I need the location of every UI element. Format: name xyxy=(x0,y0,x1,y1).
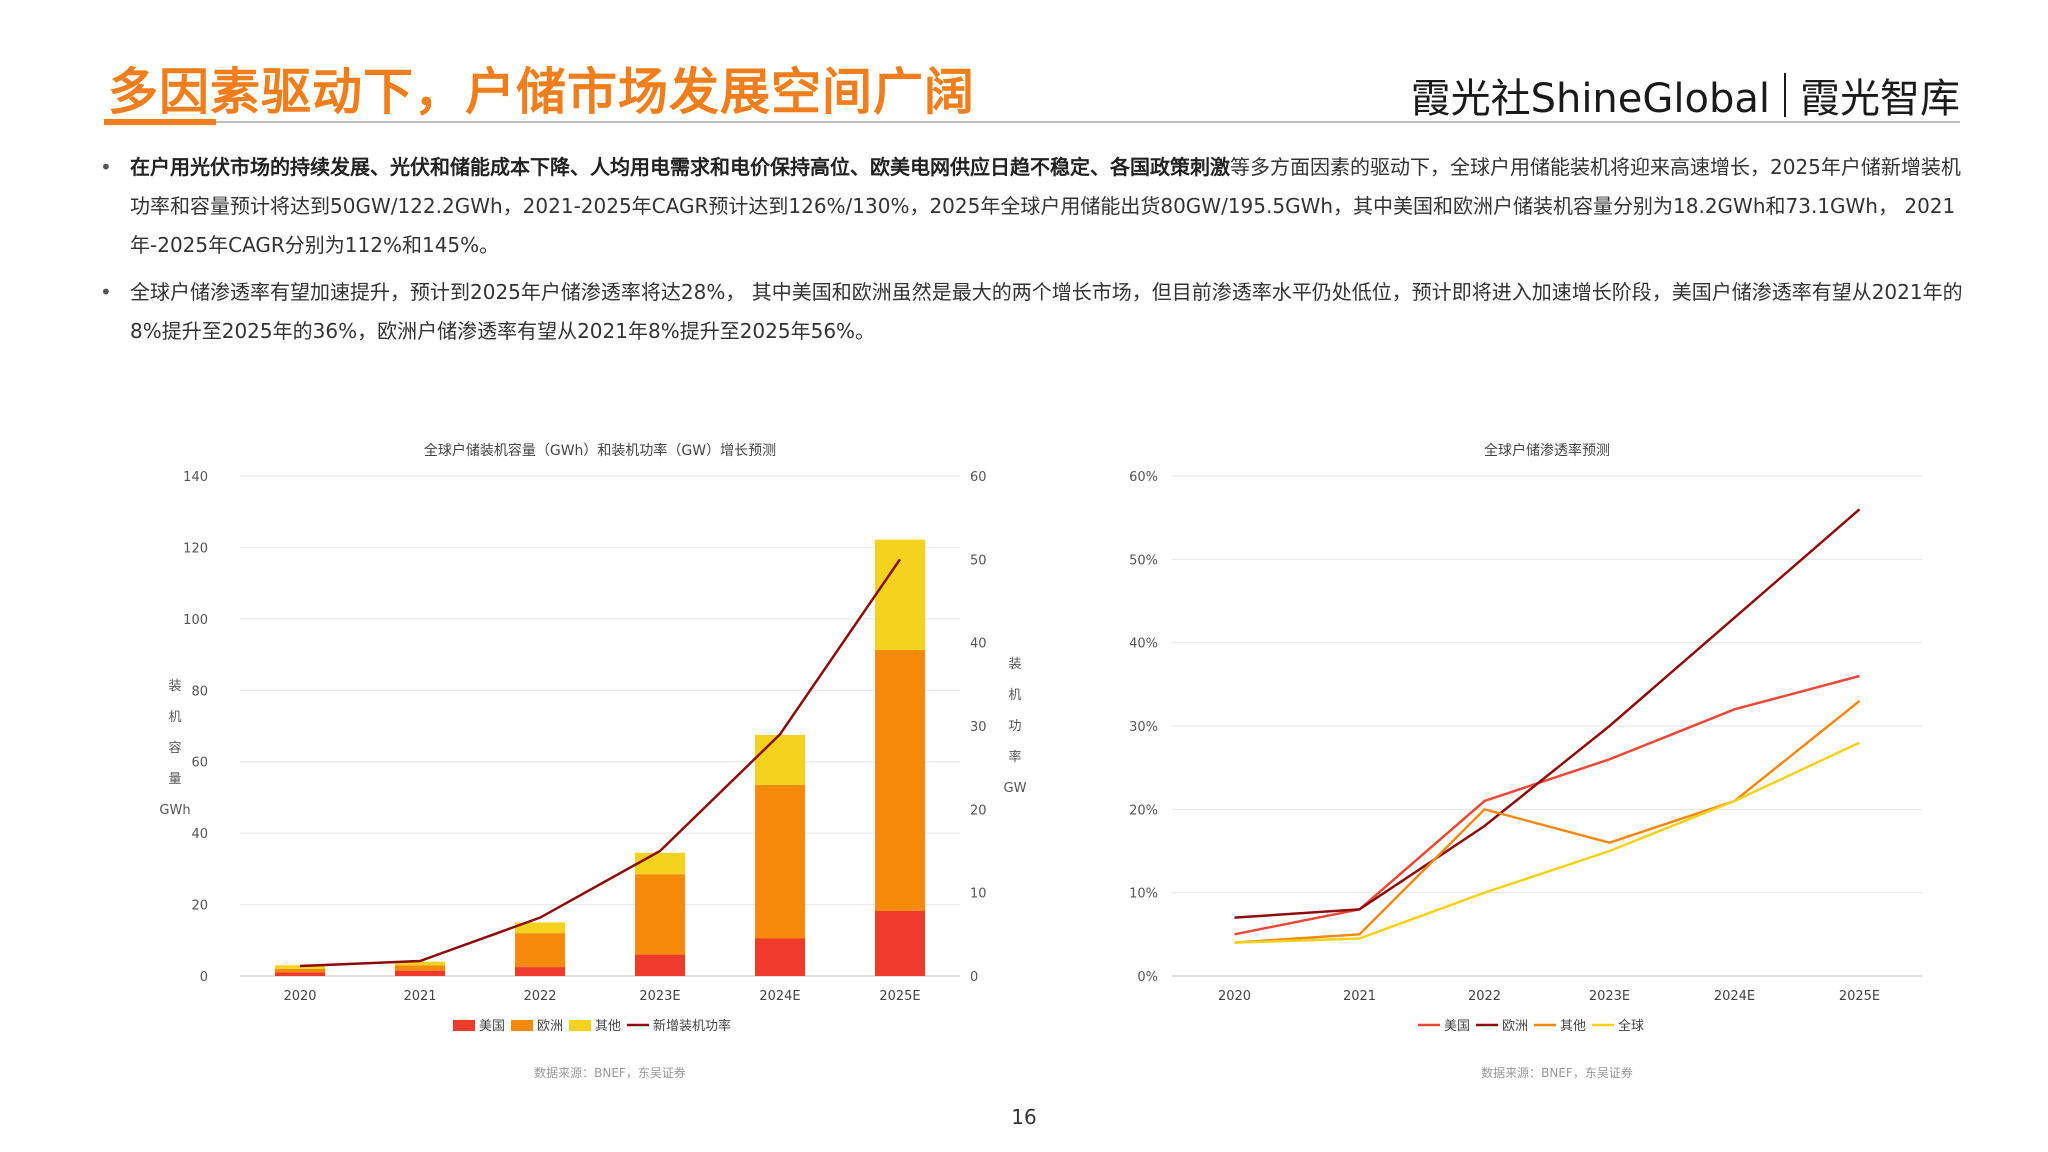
y-tick-label: 0% xyxy=(1137,970,1158,985)
y-tick-label: 20% xyxy=(1129,803,1158,818)
bullet-dot: • xyxy=(100,155,112,179)
series-line xyxy=(1234,674,1860,936)
page-title: 多因素驱动下，户储市场发展空间广阔 xyxy=(108,63,975,121)
x-tick-label: 2022 xyxy=(1468,989,1501,1004)
x-tick-label: 2022 xyxy=(523,989,556,1004)
y2-axis-label-char: 率 xyxy=(1008,749,1021,765)
y2-tick-label: 10 xyxy=(970,887,987,902)
bar-segment xyxy=(875,911,925,976)
chart-title: 全球户储渗透率预测 xyxy=(1484,442,1610,459)
bar-segment xyxy=(635,954,685,976)
bar-segment xyxy=(275,965,325,969)
bar-segment xyxy=(635,874,685,955)
x-tick-label: 2023E xyxy=(1589,989,1630,1004)
y-tick-label: 40% xyxy=(1129,637,1158,652)
source-note: 数据来源：BNEF，东吴证券 xyxy=(534,1065,686,1080)
legend-swatch xyxy=(511,1020,533,1031)
legend-label: 其他 xyxy=(1560,1019,1586,1034)
series-line xyxy=(1234,508,1861,919)
bar-segment xyxy=(755,784,805,939)
y2-tick-label: 30 xyxy=(970,720,987,735)
y-tick-label: 140 xyxy=(183,470,208,485)
y2-tick-label: 60 xyxy=(970,470,987,485)
chart-title: 全球户储装机容量（GWh）和装机功率（GW）增长预测 xyxy=(424,442,776,459)
legend-label: 全球 xyxy=(1618,1018,1644,1034)
x-tick-label: 2024E xyxy=(759,989,800,1004)
y2-tick-label: 40 xyxy=(970,637,987,652)
x-tick-label: 2020 xyxy=(283,989,316,1004)
title-rule xyxy=(104,121,1960,123)
bar-segment xyxy=(755,938,805,976)
bar-segment xyxy=(395,961,445,966)
x-tick-label: 2024E xyxy=(1714,989,1755,1004)
bullet-item: • 在户用光伏市场的持续发展、光伏和储能成本下降、人均用电需求和电价保持高位、欧美… xyxy=(100,148,1980,265)
y2-tick-label: 0 xyxy=(970,970,978,985)
legend-label: 其他 xyxy=(595,1019,621,1034)
brand-shineglobal: 霞光社ShineGlobal xyxy=(1410,76,1770,122)
legend-label: 欧洲 xyxy=(1502,1019,1528,1034)
x-tick-label: 2021 xyxy=(1343,989,1376,1004)
x-tick-label: 2021 xyxy=(403,989,436,1004)
y-axis-label-char: 量 xyxy=(168,772,181,787)
bar-segment xyxy=(395,970,445,976)
page-number: 16 xyxy=(1011,1105,1037,1129)
y2-tick-label: 50 xyxy=(970,553,987,568)
y2-tick-label: 20 xyxy=(970,803,987,818)
y-tick-label: 120 xyxy=(183,541,208,556)
y-tick-label: 30% xyxy=(1129,720,1158,735)
bar-segment xyxy=(515,933,565,968)
bullet-list: • 在户用光伏市场的持续发展、光伏和储能成本下降、人均用电需求和电价保持高位、欧美… xyxy=(100,148,1980,359)
bar-segment xyxy=(515,967,565,976)
y-axis-label-char: GWh xyxy=(159,803,190,818)
power-line xyxy=(299,558,902,968)
brand-think-tank: 霞光智库 xyxy=(1800,76,1960,122)
x-tick-label: 2023E xyxy=(639,989,680,1004)
y-tick-label: 50% xyxy=(1129,553,1158,568)
legend-label: 美国 xyxy=(1444,1019,1470,1034)
source-note: 数据来源：BNEF，东吴证券 xyxy=(1481,1065,1633,1080)
y-tick-label: 10% xyxy=(1129,887,1158,902)
series-line xyxy=(1234,741,1861,944)
brand-logo: 霞光社ShineGlobal 霞光智库 xyxy=(1411,66,1960,124)
bar-segment xyxy=(875,649,925,911)
bar-segment xyxy=(755,734,805,785)
x-tick-label: 2020 xyxy=(1218,989,1251,1004)
bullet-bold-text: 在户用光伏市场的持续发展、光伏和储能成本下降、人均用电需求和电价保持高位、欧美电… xyxy=(130,155,1230,179)
y-tick-label: 0 xyxy=(200,970,208,985)
bar-segment xyxy=(395,965,445,971)
x-tick-label: 2025E xyxy=(1839,989,1880,1004)
y-axis-label-char: 机 xyxy=(168,710,181,725)
y2-axis-label-char: 机 xyxy=(1008,688,1021,703)
bullet-text: 全球户储渗透率有望加速提升，预计到2025年户储渗透率将达28%， 其中美国和欧… xyxy=(130,280,1963,343)
y-axis-label-char: 装 xyxy=(168,679,181,694)
bullet-text: 等多方面因素的驱动下，全球户用储能装机将迎来高速增长，2025年户储新增装机功率… xyxy=(130,155,1961,257)
brand-separator xyxy=(1784,73,1786,117)
y-tick-label: 40 xyxy=(191,827,208,842)
bar-segment xyxy=(875,539,925,650)
y2-axis-label-char: 装 xyxy=(1008,657,1021,672)
legend-swatch xyxy=(569,1020,591,1031)
y-tick-label: 100 xyxy=(183,613,208,628)
y2-axis-label-char: GW xyxy=(1004,781,1027,796)
legend-label: 欧洲 xyxy=(537,1019,563,1034)
y-tick-label: 60 xyxy=(191,756,208,771)
legend-label: 新增装机功率 xyxy=(653,1018,731,1034)
bar-segment xyxy=(515,922,565,934)
bullet-item: • 全球户储渗透率有望加速提升，预计到2025年户储渗透率将达28%， 其中美国和… xyxy=(100,273,1980,351)
y-tick-label: 60% xyxy=(1129,470,1158,485)
y-tick-label: 80 xyxy=(191,684,208,699)
bar-segment xyxy=(275,972,325,976)
legend-label: 美国 xyxy=(479,1019,505,1034)
y2-axis-label-char: 功 xyxy=(1008,719,1021,734)
bullet-dot: • xyxy=(100,280,112,304)
x-tick-label: 2025E xyxy=(879,989,920,1004)
series-line xyxy=(1234,700,1861,944)
bar-segment xyxy=(275,968,325,973)
legend-swatch xyxy=(453,1020,475,1031)
y-tick-label: 20 xyxy=(191,899,208,914)
y-axis-label-char: 容 xyxy=(168,740,181,756)
title-accent-bar xyxy=(104,119,216,125)
